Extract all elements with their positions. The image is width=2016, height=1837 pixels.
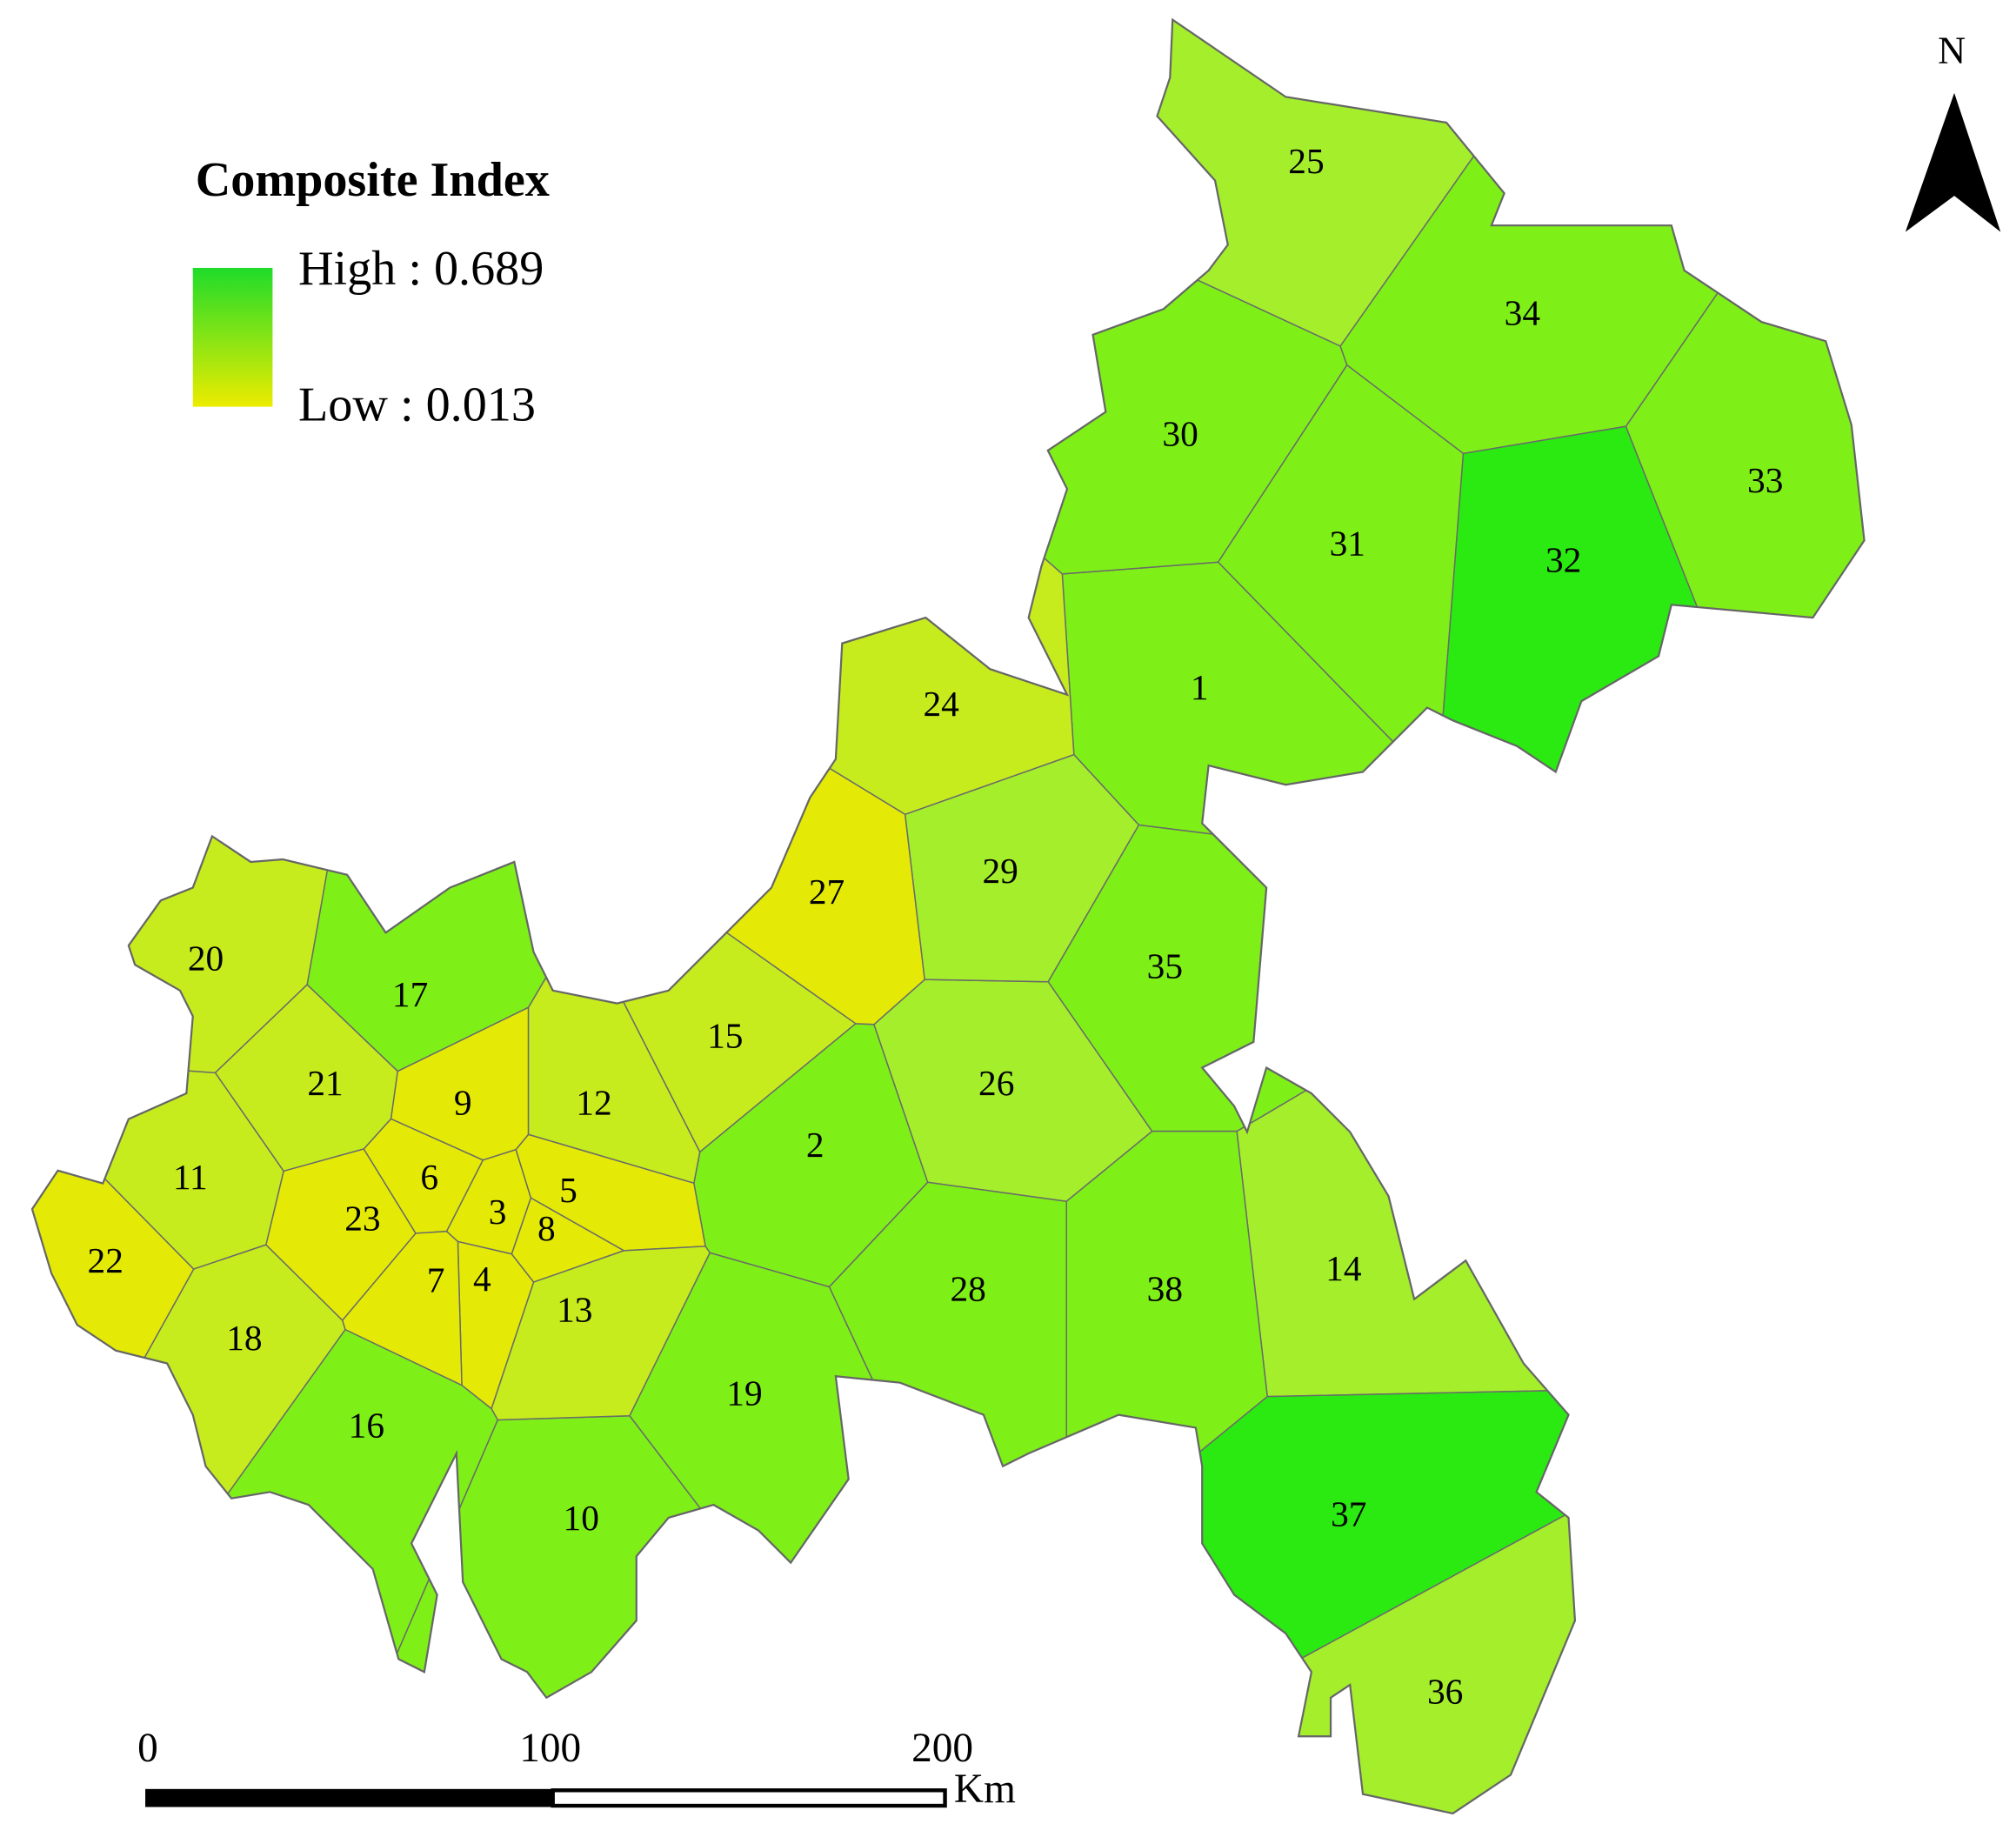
region-label: 29 <box>982 851 1018 891</box>
region-label: 19 <box>726 1373 762 1413</box>
region-label: 34 <box>1505 293 1541 333</box>
region-label: 12 <box>576 1082 611 1122</box>
region-label: 35 <box>1147 946 1183 986</box>
region-label: 2 <box>806 1125 824 1165</box>
scale-unit: Km <box>954 1767 1016 1812</box>
region-label: 6 <box>420 1157 438 1197</box>
region-label: 4 <box>473 1259 491 1299</box>
region-label: 5 <box>559 1170 577 1210</box>
region-label: 31 <box>1330 523 1365 563</box>
scale-bar-white <box>551 1788 947 1808</box>
region-label: 11 <box>173 1157 208 1197</box>
north-arrow <box>1905 92 2001 232</box>
region-label: 37 <box>1331 1493 1366 1533</box>
region-label: 24 <box>923 684 959 724</box>
legend-low: Low : 0.013 <box>298 377 536 431</box>
region-label: 21 <box>307 1063 343 1103</box>
scale-tick: 100 <box>519 1726 581 1771</box>
region-label: 22 <box>88 1240 123 1280</box>
region-label: 3 <box>489 1192 507 1232</box>
legend-title: Composite Index <box>196 153 550 207</box>
region-label: 25 <box>1288 141 1324 181</box>
region-label: 33 <box>1747 460 1783 500</box>
scale-tick: 200 <box>911 1726 973 1771</box>
legend-high: High : 0.689 <box>298 242 544 296</box>
scale-bar-black <box>145 1788 553 1807</box>
region-label: 13 <box>557 1289 592 1329</box>
region-label: 18 <box>226 1318 262 1358</box>
region-label: 30 <box>1162 414 1198 454</box>
region-label: 36 <box>1427 1671 1463 1711</box>
region-label: 1 <box>1191 667 1209 707</box>
region-label: 26 <box>978 1063 1014 1103</box>
region-labels: 1234567891011121314151617181920212223242… <box>88 141 1784 1711</box>
region-label: 15 <box>707 1015 743 1055</box>
legend-ramp <box>192 267 273 407</box>
region-label: 8 <box>537 1208 556 1248</box>
region-label: 7 <box>427 1259 445 1299</box>
region-label: 28 <box>950 1269 985 1309</box>
region-label: 16 <box>349 1405 384 1445</box>
region-label: 27 <box>809 872 844 912</box>
region-label: 23 <box>344 1198 380 1238</box>
region-label: 10 <box>564 1498 599 1538</box>
region <box>491 1246 711 1421</box>
region-label: 9 <box>454 1082 472 1122</box>
region-label: 32 <box>1545 539 1581 579</box>
outline <box>30 17 1866 1815</box>
region-label: 38 <box>1147 1269 1183 1309</box>
region-label: 14 <box>1325 1248 1362 1288</box>
scale-tick: 0 <box>137 1726 158 1771</box>
region <box>265 1148 417 1322</box>
north-label: N <box>1938 29 1966 72</box>
region-label: 20 <box>188 939 224 979</box>
region-label: 17 <box>392 974 428 1014</box>
